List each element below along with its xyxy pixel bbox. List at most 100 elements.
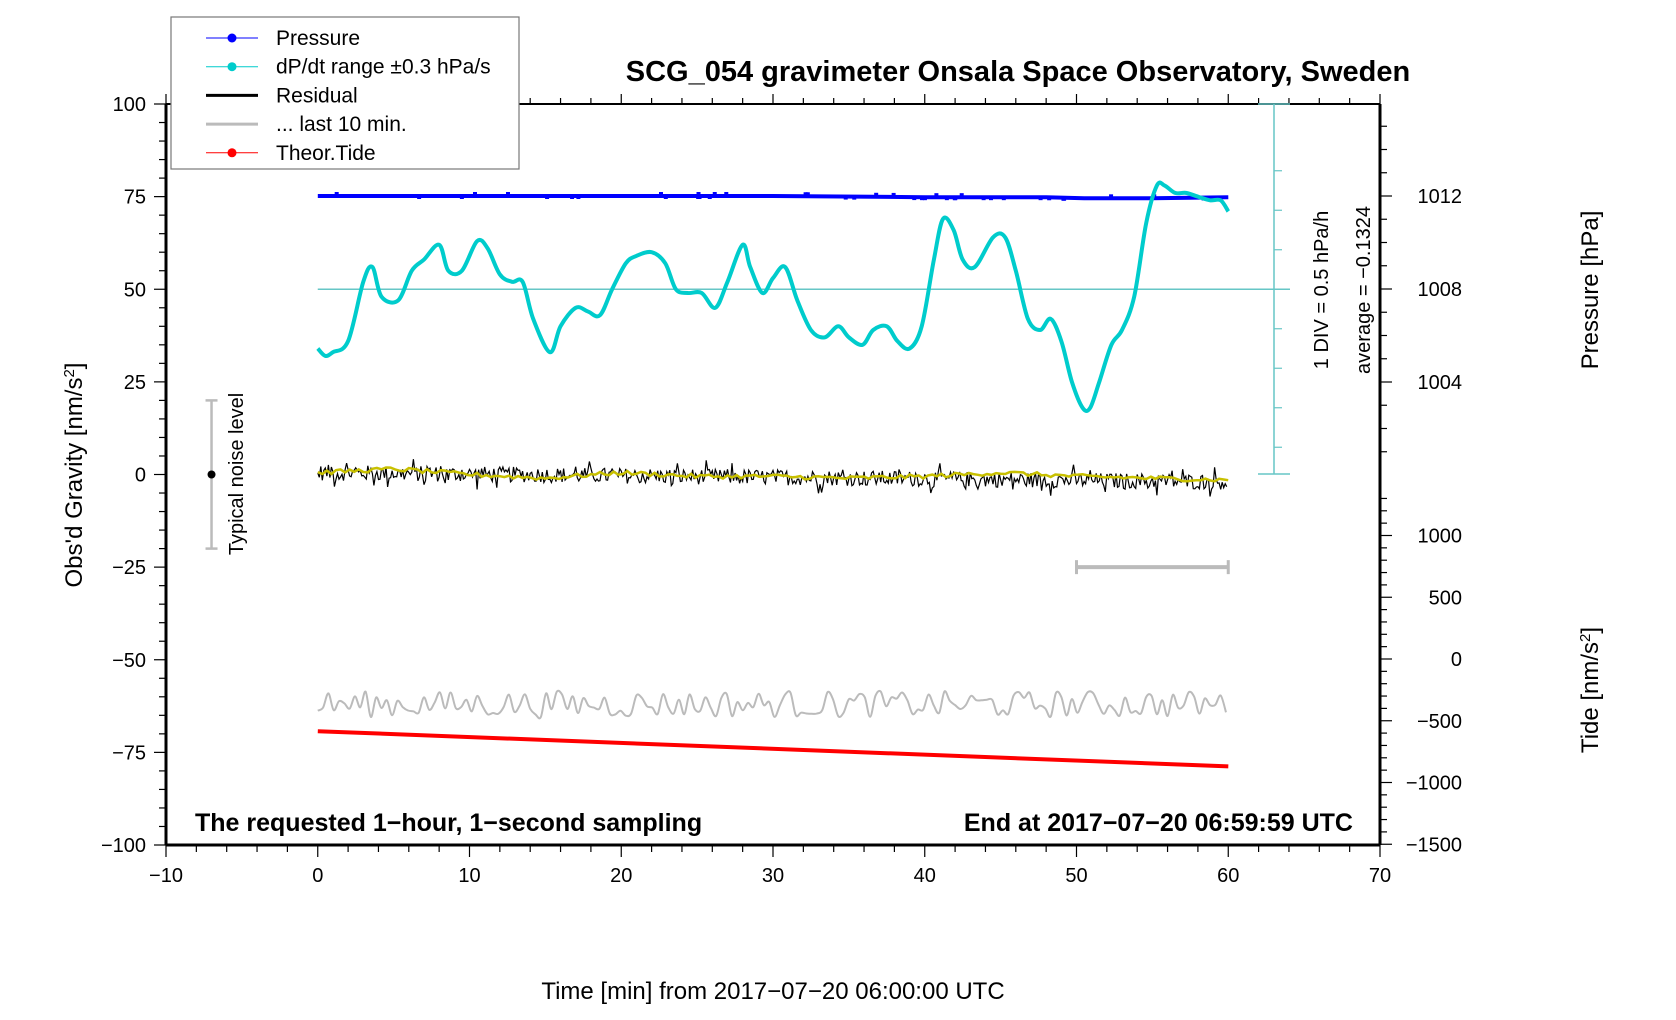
- y-tick-label: 0: [135, 465, 146, 487]
- series-dpdt-line: [316, 180, 1230, 413]
- y-tick-label: 50: [124, 279, 146, 301]
- tide-tick-label: 1000: [1418, 526, 1463, 548]
- series-tide-line: [317, 729, 1229, 769]
- x-tick-label: 50: [1065, 865, 1087, 887]
- pressure-point: [712, 192, 717, 196]
- pressure-tick-label: 1008: [1418, 279, 1463, 301]
- typical-noise-label: Typical noise level: [226, 393, 248, 555]
- legend-label: ... last 10 min.: [276, 113, 407, 136]
- pressure-point: [545, 195, 550, 199]
- chart-title: SCG_054 gravimeter Onsala Space Observat…: [626, 56, 1410, 88]
- pressure-point: [334, 192, 339, 196]
- tide-tick-label: 500: [1429, 587, 1462, 609]
- pressure-point: [707, 195, 712, 199]
- x-tick-labels: −10 0 10 20 30 40 50 60 70: [149, 865, 1391, 887]
- pressure-tick-labels: 1012 1008 1004: [1418, 186, 1463, 394]
- x-tick-label: 20: [610, 865, 632, 887]
- pressure-point: [576, 195, 581, 199]
- tide-tick-label: 0: [1451, 649, 1462, 671]
- axis-ticks: [154, 94, 1392, 857]
- tide-tick-label: −500: [1417, 711, 1462, 733]
- pressure-point: [874, 192, 879, 197]
- pressure-point: [696, 195, 701, 199]
- legend-entry: ... last 10 min.: [206, 113, 407, 136]
- tide-axis-title-main: Tide [nm/s: [1577, 642, 1604, 753]
- legend-box: [170, 16, 520, 170]
- series-layer: [316, 180, 1230, 769]
- y-tick-label: 100: [113, 94, 146, 116]
- dpdt-average-label: average = −0.1324: [1353, 206, 1375, 374]
- legend-label: Theor.Tide: [276, 142, 376, 165]
- typical-noise-bar: [205, 399, 218, 550]
- noise-bar-center-dot: [207, 470, 216, 479]
- pressure-point: [472, 192, 477, 196]
- legend-entry: Residual: [206, 84, 358, 107]
- pressure-point: [696, 192, 701, 196]
- pressure-point: [803, 192, 808, 197]
- pressure-point: [952, 196, 957, 201]
- series-residual-line: [317, 459, 1228, 497]
- pressure-point: [658, 192, 663, 196]
- pressure-point: [724, 192, 729, 196]
- pressure-point: [843, 195, 848, 200]
- y-tick-label: 25: [124, 372, 146, 394]
- x-tick-label: −10: [149, 865, 183, 887]
- pressure-tick-label: 1012: [1418, 186, 1463, 208]
- pressure-point: [944, 196, 949, 201]
- legend-swatch-dot: [227, 62, 237, 72]
- x-tick-label: 0: [312, 865, 323, 887]
- pressure-point: [663, 195, 668, 199]
- legend-swatch-dot: [227, 33, 237, 43]
- legend-entry: Theor.Tide: [206, 142, 376, 165]
- pressure-point: [852, 195, 857, 200]
- pressure-point: [1061, 196, 1066, 201]
- pressure-point: [1038, 196, 1043, 201]
- y-tick-label: −50: [112, 650, 146, 672]
- pressure-point: [934, 193, 939, 198]
- x-tick-label: 40: [914, 865, 936, 887]
- annotation-sampling: The requested 1−hour, 1−second sampling: [195, 809, 702, 837]
- pressure-point: [1047, 196, 1052, 201]
- legend-label: dP/dt range ±0.3 hPa/s: [276, 56, 491, 79]
- pressure-point: [1109, 194, 1114, 199]
- legend-label: Residual: [276, 84, 358, 107]
- x-axis-title: Time [min] from 2017−07−20 06:00:00 UTC: [541, 978, 1004, 1005]
- legend-entries: Pressure dP/dt range ±0.3 hPa/s Residual..…: [206, 27, 491, 165]
- y-axis-title-sup: 2: [61, 369, 78, 377]
- pressure-point: [570, 195, 575, 199]
- x-tick-label: 30: [762, 865, 784, 887]
- tide-tick-label: −1000: [1406, 773, 1462, 795]
- pressure-point: [891, 192, 896, 197]
- pressure-point: [988, 196, 993, 201]
- pressure-point: [459, 195, 464, 199]
- pressure-axis-title: Pressure [hPa]: [1577, 211, 1604, 370]
- tide-axis-title-sup: 2: [1577, 634, 1594, 642]
- legend-label: Pressure: [276, 27, 360, 50]
- pressure-point: [505, 192, 510, 196]
- last-10-min-bar: [1075, 560, 1230, 575]
- x-tick-label: 70: [1369, 865, 1391, 887]
- series-pressure-line: [317, 194, 1229, 201]
- dpdt-reference-layer: [317, 103, 1290, 475]
- y-axis-title-main: Obs'd Gravity [nm/s: [61, 378, 88, 588]
- y-tick-label: −25: [112, 557, 146, 579]
- pressure-point: [981, 196, 986, 201]
- pressure-point: [920, 196, 925, 201]
- pressure-point: [922, 196, 927, 201]
- pressure-point: [959, 193, 964, 198]
- tide-axis-title-end: ]: [1577, 627, 1604, 634]
- y-axis-title: Obs'd Gravity [nm/s2]: [61, 363, 89, 588]
- legend: Pressure dP/dt range ±0.3 hPa/s Residual..…: [170, 16, 520, 170]
- pressure-point: [417, 195, 422, 199]
- legend-entry: Pressure: [206, 27, 360, 50]
- tide-tick-labels: 1000 500 0 −500 −1000 −1500: [1406, 526, 1462, 857]
- y-axis-title-end: ]: [61, 363, 88, 370]
- x-tick-label: 60: [1217, 865, 1239, 887]
- y-tick-label: 75: [124, 187, 146, 209]
- pressure-point: [1001, 196, 1006, 201]
- series-residual-smoothed-line: [317, 466, 1229, 483]
- dpdt-div-label: 1 DIV = 0.5 hPa/h: [1311, 211, 1333, 369]
- annotation-end-time: End at 2017−07−20 06:59:59 UTC: [964, 809, 1353, 837]
- y-tick-labels: 100 75 50 25 0 −25 −50 −75 −100: [101, 94, 146, 857]
